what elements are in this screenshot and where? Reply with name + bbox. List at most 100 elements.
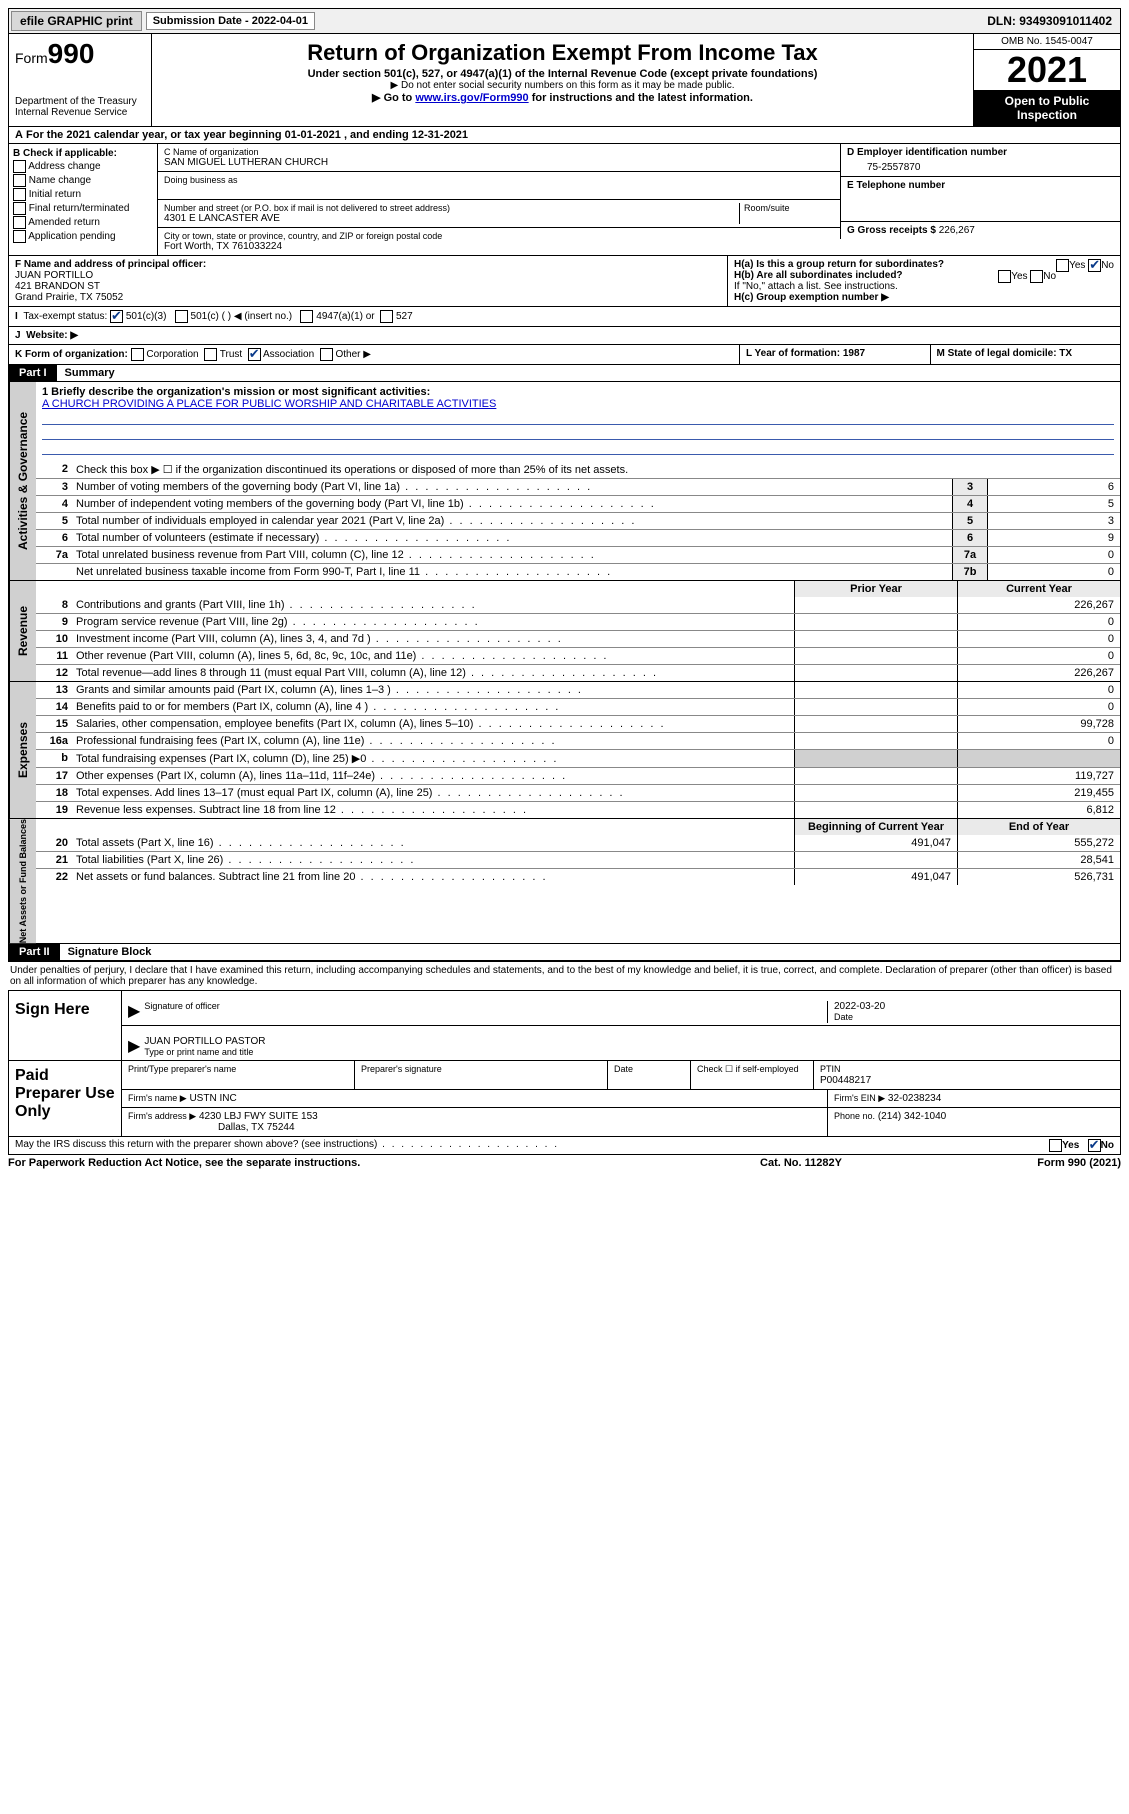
org-address: 4301 E LANCASTER AVE [164,213,739,224]
gov-side-label: Activities & Governance [9,382,36,580]
form-note-2: ▶ Go to www.irs.gov/Form990 for instruct… [160,91,965,104]
gov-section: Activities & Governance 1 Briefly descri… [8,382,1121,581]
chk-corp[interactable] [131,348,144,361]
exp-section: Expenses 13Grants and similar amounts pa… [8,682,1121,819]
footer-left: For Paperwork Reduction Act Notice, see … [8,1157,681,1169]
chk-name-change[interactable]: Name change [13,174,153,187]
part2-title: Signature Block [68,946,152,958]
gov-row: 7aTotal unrelated business revenue from … [36,546,1120,563]
dept-label: Department of the Treasury [15,96,145,107]
discuss-row: May the IRS discuss this return with the… [8,1137,1121,1155]
name-label: C Name of organization [164,147,834,157]
firm-name: USTN INC [189,1093,236,1104]
sig-officer-label: Signature of officer [144,1001,219,1011]
officer-name: JUAN PORTILLO [15,270,93,281]
row-j: J Website: ▶ [8,327,1121,345]
rev-row: 11Other revenue (Part VIII, column (A), … [36,647,1120,664]
chk-assoc[interactable] [248,348,261,361]
exp-row: 19Revenue less expenses. Subtract line 1… [36,801,1120,818]
exp-side-label: Expenses [9,682,36,818]
rev-section: Revenue Prior Year Current Year 8Contrib… [8,581,1121,682]
rev-header-row: Prior Year Current Year [36,581,1120,597]
col-d: D Employer identification number 75-2557… [840,144,1120,255]
sig-name-label: Type or print name and title [144,1047,253,1057]
submission-date: Submission Date - 2022-04-01 [146,12,315,30]
ein-value: 75-2557870 [847,158,1114,173]
exp-row: 14Benefits paid to or for members (Part … [36,698,1120,715]
hb-no[interactable]: No [1043,271,1056,282]
room-label: Room/suite [744,203,834,213]
addr-label: Number and street (or P.O. box if mail i… [164,203,739,213]
sign-section: Sign Here ▶ Signature of officer 2022-03… [8,990,1121,1061]
exp-row: 15Salaries, other compensation, employee… [36,715,1120,732]
officer-addr2: Grand Prairie, TX 75052 [15,292,123,303]
form-word: Form [15,50,48,66]
ha-yes[interactable]: Yes [1069,260,1085,271]
discuss-no-chk[interactable] [1088,1139,1101,1152]
note2-post: for instructions and the latest informat… [529,92,753,104]
discuss-yes-chk[interactable] [1049,1139,1062,1152]
block-bcd: B Check if applicable: Address change Na… [8,144,1121,256]
sig-note: Under penalties of perjury, I declare th… [8,961,1121,990]
row-klm: K Form of organization: Corporation Trus… [8,345,1121,365]
exp-row: 16aProfessional fundraising fees (Part I… [36,732,1120,749]
ha-label: H(a) Is this a group return for subordin… [734,259,944,270]
header-right: OMB No. 1545-0047 2021 Open to Public In… [973,34,1120,126]
firm-label: Firm's name ▶ [128,1093,187,1103]
row-i: I Tax-exempt status: 501(c)(3) 501(c) ( … [8,307,1121,327]
irs-label: Internal Revenue Service [15,107,145,118]
row-fh: F Name and address of principal officer:… [8,256,1121,307]
sig-date-label: Date [834,1012,853,1022]
chk-501c[interactable] [175,310,188,323]
chk-final-return[interactable]: Final return/terminated [13,202,153,215]
irs-link[interactable]: www.irs.gov/Form990 [415,92,528,104]
firm-ein: 32-0238234 [888,1093,941,1104]
chk-amended[interactable]: Amended return [13,216,153,229]
mission-a[interactable]: A CHURCH PROVIDING A PLACE FOR PUBLIC WO… [42,398,496,410]
net-side-label: Net Assets or Fund Balances [9,819,36,943]
prep-ptin: P00448217 [820,1075,871,1086]
firm-phone: (214) 342-1040 [878,1111,946,1122]
city-label: City or town, state or province, country… [164,231,834,241]
exp-row: bTotal fundraising expenses (Part IX, co… [36,749,1120,767]
rev-row: 12Total revenue—add lines 8 through 11 (… [36,664,1120,681]
chk-trust[interactable] [204,348,217,361]
sig-name: JUAN PORTILLO PASTOR [144,1036,265,1047]
mission-block: 1 Briefly describe the organization's mi… [36,382,1120,461]
chk-527[interactable] [380,310,393,323]
efile-print-button[interactable]: efile GRAPHIC print [11,11,142,31]
chk-501c3[interactable] [110,310,123,323]
gross-label: G Gross receipts $ [847,225,936,236]
prep-section: Paid Preparer Use Only Print/Type prepar… [8,1061,1121,1137]
chk-initial-return[interactable]: Initial return [13,188,153,201]
chk-4947[interactable] [300,310,313,323]
part2-header: Part II Signature Block [8,944,1121,961]
form-title: Return of Organization Exempt From Incom… [160,40,965,66]
sign-arrow-icon-2: ▶ [128,1036,140,1058]
firm-ein-label: Firm's EIN ▶ [834,1093,885,1103]
form-note-1: ▶ Do not enter social security numbers o… [160,80,965,91]
dba-label: Doing business as [164,175,834,185]
gov-row: 3Number of voting members of the governi… [36,478,1120,495]
discuss-no: No [1101,1140,1114,1151]
gov-row: 4Number of independent voting members of… [36,495,1120,512]
tax-status-label: Tax-exempt status: [23,311,107,322]
form-header: Form990 Department of the Treasury Inter… [8,34,1121,127]
gov-row: 5Total number of individuals employed in… [36,512,1120,529]
chk-other[interactable] [320,348,333,361]
line-a-text: For the 2021 calendar year, or tax year … [26,129,468,141]
state-domicile: M State of legal domicile: TX [937,348,1073,359]
hb-yes[interactable]: Yes [1011,271,1027,282]
ha-no[interactable]: No [1101,260,1114,271]
footer-right: Form 990 (2021) [921,1157,1121,1169]
net-header-row: Beginning of Current Year End of Year [36,819,1120,835]
part1-num: Part I [9,365,57,381]
hb-note: If "No," attach a list. See instructions… [734,281,1114,292]
prep-h2: Preparer's signature [361,1064,442,1074]
prep-h4b: PTIN [820,1064,841,1074]
chk-address-change[interactable]: Address change [13,160,153,173]
chk-app-pending[interactable]: Application pending [13,230,153,243]
prep-h4a: Check ☐ if self-employed [697,1064,799,1074]
mission-q: 1 Briefly describe the organization's mi… [42,386,430,398]
ein-label: D Employer identification number [847,147,1007,158]
